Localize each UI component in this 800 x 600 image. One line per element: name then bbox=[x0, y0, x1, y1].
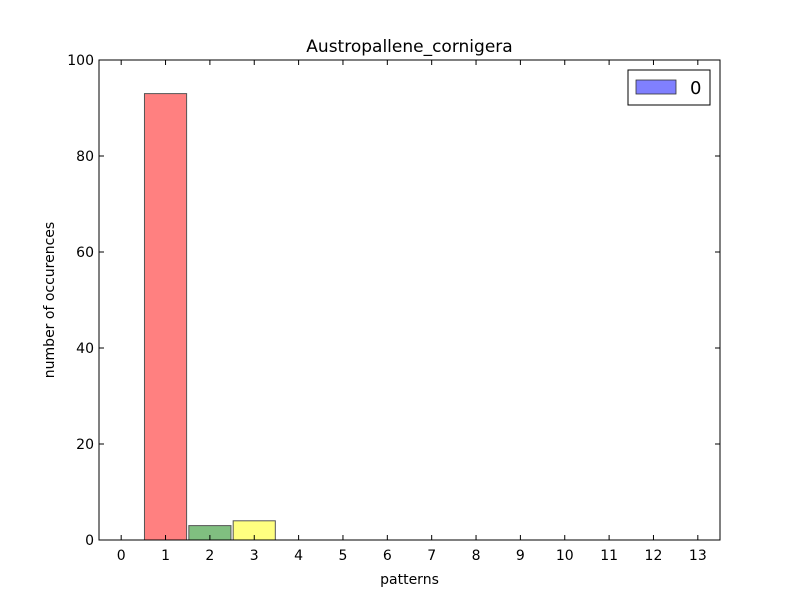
x-axis-label: patterns bbox=[380, 572, 439, 588]
plot-frame bbox=[98, 59, 721, 541]
y-tick-label-60: 60 bbox=[76, 245, 94, 261]
legend-swatch bbox=[635, 79, 677, 95]
x-tick-label-4: 4 bbox=[294, 548, 303, 564]
x-tick-label-8: 8 bbox=[472, 548, 481, 564]
x-tick-label-7: 7 bbox=[427, 548, 436, 564]
legend-label: 0 bbox=[690, 78, 701, 99]
x-tick-label-13: 13 bbox=[689, 548, 707, 564]
x-tick-label-10: 10 bbox=[556, 548, 574, 564]
x-tick-label-5: 5 bbox=[339, 548, 348, 564]
y-tick-label-80: 80 bbox=[76, 149, 94, 165]
y-tick-label-40: 40 bbox=[76, 341, 94, 357]
x-tick-label-11: 11 bbox=[600, 548, 618, 564]
bar-1 bbox=[143, 93, 188, 541]
chart-title: Austropallene_cornigera bbox=[306, 37, 512, 57]
y-tick-label-100: 100 bbox=[67, 53, 94, 69]
x-tick-label-3: 3 bbox=[250, 548, 259, 564]
x-tick-label-9: 9 bbox=[516, 548, 525, 564]
legend: 0 bbox=[627, 69, 711, 106]
x-tick-label-1: 1 bbox=[161, 548, 170, 564]
x-tick-label-6: 6 bbox=[383, 548, 392, 564]
y-tick-label-0: 0 bbox=[85, 533, 94, 549]
x-tick-label-2: 2 bbox=[205, 548, 214, 564]
bars-group bbox=[143, 93, 276, 541]
y-axis-label: number of occurences bbox=[42, 222, 58, 378]
x-tick-label-12: 12 bbox=[645, 548, 663, 564]
x-tick-label-0: 0 bbox=[117, 548, 126, 564]
y-tick-label-20: 20 bbox=[76, 437, 94, 453]
